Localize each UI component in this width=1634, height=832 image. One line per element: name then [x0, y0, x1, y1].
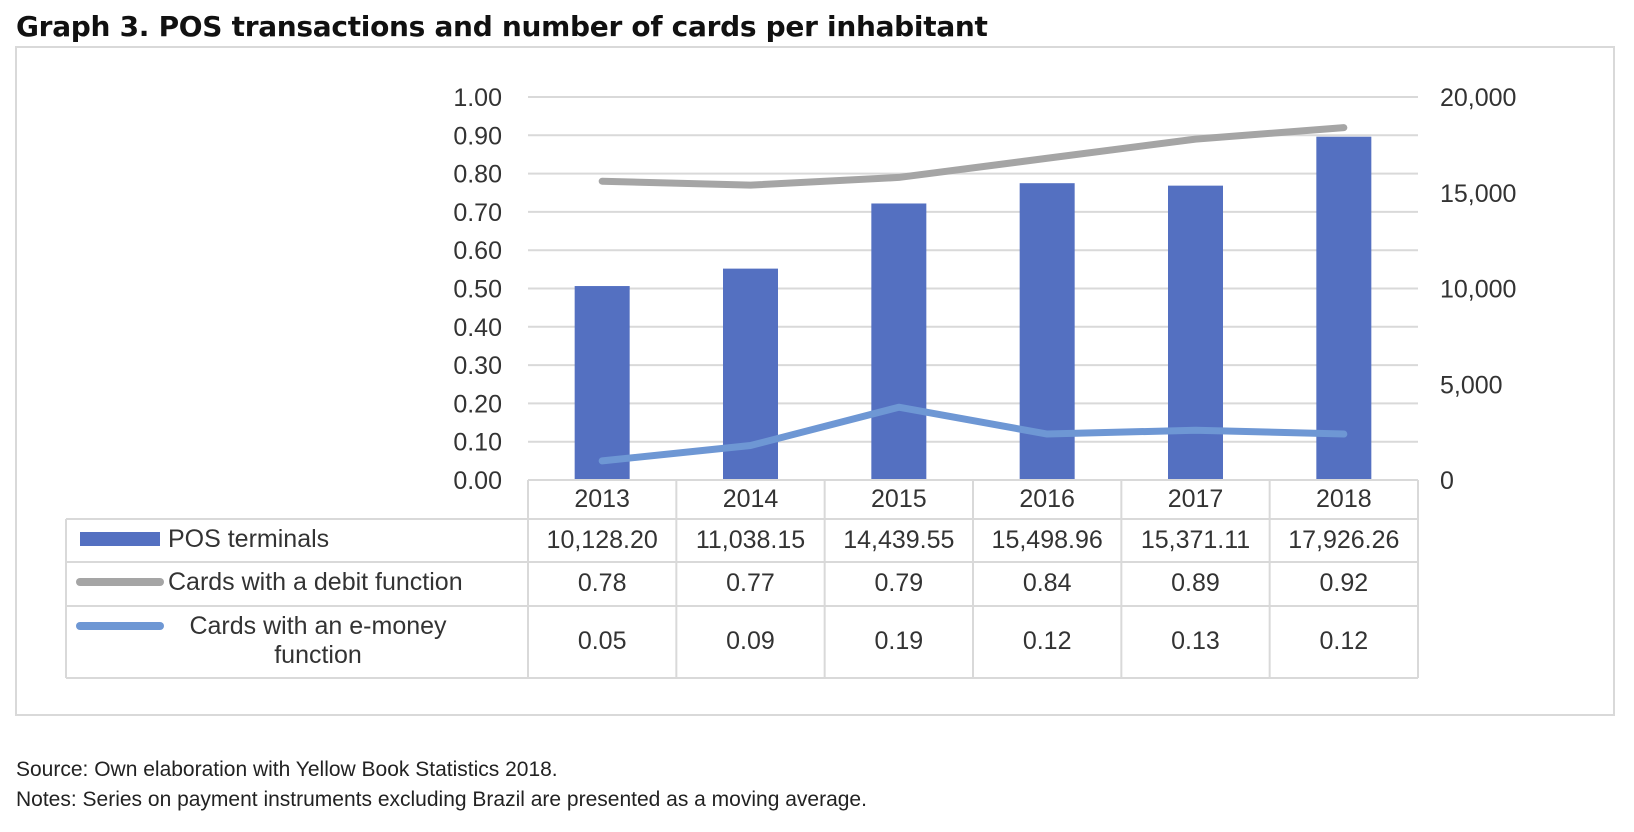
category-label: 2018	[1316, 485, 1372, 513]
legend-label-emoney: Cards with an e-money function	[189, 612, 447, 669]
table-value: 17,926.26	[1288, 526, 1399, 554]
notes: Notes: Series on payment instruments exc…	[16, 788, 867, 811]
category-label: 2013	[574, 485, 630, 513]
left-tick-label: 0.00	[453, 467, 502, 495]
legend-label-emoney-line2: function	[274, 641, 362, 669]
source-note: Source: Own elaboration with Yellow Book…	[16, 758, 558, 781]
left-tick-label: 0.50	[453, 276, 502, 304]
left-tick-label: 0.30	[453, 352, 502, 380]
bar	[1168, 185, 1223, 480]
table-value: 0.79	[874, 569, 923, 597]
category-label: 2017	[1168, 485, 1224, 513]
chart-title: Graph 3. POS transactions and number of …	[16, 10, 988, 43]
table-value: 0.19	[874, 627, 923, 655]
chart-frame	[15, 46, 1615, 716]
legend-label-debit: Cards with a debit function	[168, 568, 463, 596]
right-tick-label: 5,000	[1440, 371, 1503, 399]
left-tick-label: 0.40	[453, 314, 502, 342]
table-value: 0.78	[578, 569, 627, 597]
table-value: 11,038.15	[696, 526, 805, 554]
category-label: 2016	[1019, 485, 1075, 513]
emoney-line	[598, 403, 1348, 465]
left-tick-label: 0.20	[453, 390, 502, 418]
left-tick-label: 0.80	[453, 161, 502, 189]
left-tick-label: 0.90	[453, 122, 502, 150]
category-label: 2015	[871, 485, 927, 513]
category-label: 2014	[723, 485, 779, 513]
table-value: 0.84	[1023, 569, 1072, 597]
line-series	[598, 124, 1348, 465]
bar	[871, 203, 927, 481]
legend-key-pos	[80, 532, 160, 546]
table-value: 0.92	[1319, 569, 1368, 597]
legend-label-emoney-line1: Cards with an e-money	[189, 612, 447, 640]
table-value: 0.09	[726, 627, 775, 655]
right-tick-label: 0	[1440, 467, 1454, 495]
table-value: 15,498.96	[992, 526, 1103, 554]
table-value: 0.77	[726, 569, 775, 597]
left-tick-label: 0.70	[453, 199, 502, 227]
left-axis: 0.00 0.10 0.20 0.30 0.40 0.50 0.60 0.70 0.80 0.90…	[453, 84, 502, 495]
table-value: 10,128.20	[547, 526, 658, 554]
left-tick-label: 0.10	[453, 429, 502, 457]
bar	[574, 286, 630, 480]
table-value: 0.12	[1319, 627, 1368, 655]
table-value: 15,371.11	[1141, 526, 1250, 554]
left-tick-label: 0.60	[453, 237, 502, 265]
table-value: 0.13	[1171, 627, 1220, 655]
right-tick-label: 10,000	[1440, 276, 1516, 304]
right-tick-label: 15,000	[1440, 180, 1516, 208]
data-table: 2013 2014 2015 2016 2017 2018 POS terminals Car…	[65, 479, 1419, 679]
right-tick-label: 20,000	[1440, 84, 1516, 112]
table-value: 14,439.55	[843, 526, 954, 554]
table-value: 0.89	[1171, 569, 1220, 597]
right-axis: 0 5,000 10,000 15,000 20,000	[1440, 84, 1516, 495]
table-value: 0.12	[1023, 627, 1072, 655]
left-tick-label: 1.00	[453, 84, 502, 112]
bar	[1316, 136, 1372, 480]
debit-line	[598, 124, 1348, 189]
table-value: 0.05	[578, 627, 627, 655]
legend-label-pos: POS terminals	[168, 525, 329, 553]
